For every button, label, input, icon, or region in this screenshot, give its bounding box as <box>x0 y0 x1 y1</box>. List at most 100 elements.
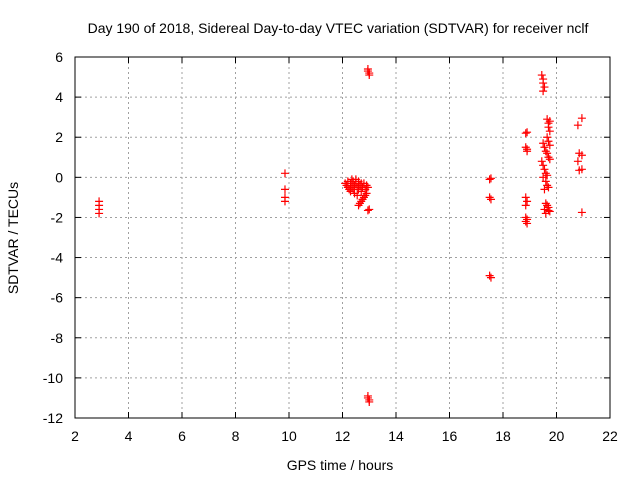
data-point <box>485 175 494 184</box>
data-point <box>523 147 532 156</box>
data-point <box>486 273 495 282</box>
data-point <box>521 129 530 138</box>
data-point <box>539 139 548 148</box>
data-point <box>280 197 289 206</box>
x-tick-label: 20 <box>549 428 565 444</box>
data-point <box>543 181 552 190</box>
data-point <box>365 205 374 214</box>
data-point <box>540 165 549 174</box>
data-point <box>541 199 550 208</box>
data-point <box>363 183 372 192</box>
data-point <box>545 207 554 216</box>
y-tick-label: -8 <box>51 330 64 346</box>
data-point <box>577 208 586 217</box>
data-point <box>359 193 368 202</box>
axis-ticks: 2 4 6 8 10 12 14 16 18 20 22 -12 -10 -8 -6 -4 -2 0 2 4 6 <box>43 49 618 444</box>
data-point <box>540 83 549 92</box>
data-point <box>537 157 546 166</box>
data-point <box>577 165 586 174</box>
data-point <box>539 161 548 170</box>
data-point <box>363 67 372 76</box>
data-point <box>361 191 370 200</box>
data-point <box>363 393 372 402</box>
data-point <box>545 141 554 150</box>
data-point <box>523 128 532 137</box>
data-point <box>357 187 366 196</box>
data-point <box>540 143 549 152</box>
x-tick-label: 6 <box>178 428 186 444</box>
data-point <box>280 185 289 194</box>
data-point <box>521 193 530 202</box>
x-tick-label: 14 <box>388 428 404 444</box>
data-point <box>539 79 548 88</box>
data-point <box>353 191 362 200</box>
data-point <box>485 193 494 202</box>
x-tick-label: 18 <box>495 428 511 444</box>
data-point <box>362 189 371 198</box>
y-tick-label: -2 <box>51 209 64 225</box>
y-tick-label: 0 <box>55 169 63 185</box>
x-tick-label: 4 <box>125 428 133 444</box>
data-point <box>280 169 289 178</box>
grid <box>75 57 610 418</box>
x-tick-label: 22 <box>602 428 618 444</box>
data-point <box>545 117 554 126</box>
data-point <box>358 195 367 204</box>
data-point <box>543 201 552 210</box>
x-tick-label: 10 <box>281 428 297 444</box>
data-point <box>521 143 530 152</box>
data-point <box>365 71 374 80</box>
chart-title: Day 190 of 2018, Sidereal Day-to-day VTE… <box>88 20 589 36</box>
data-point <box>354 201 363 210</box>
data-point <box>485 271 494 280</box>
data-point <box>363 206 372 215</box>
data-point <box>573 121 582 130</box>
data-point <box>539 173 548 182</box>
data-point <box>540 205 549 214</box>
y-tick-label: 4 <box>55 89 63 105</box>
y-axis-label: SDTVAR / TECUs <box>5 182 21 294</box>
data-point <box>486 195 495 204</box>
data-point <box>365 397 374 406</box>
x-tick-label: 12 <box>335 428 351 444</box>
y-tick-label: -4 <box>51 250 64 266</box>
data-point <box>543 149 552 158</box>
y-tick-label: 2 <box>55 129 63 145</box>
data-point <box>357 197 366 206</box>
data-point <box>577 114 586 123</box>
data-point <box>540 185 549 194</box>
data-point <box>95 209 104 218</box>
data-point <box>523 219 532 228</box>
data-point <box>544 137 553 146</box>
data-points <box>95 65 586 406</box>
data-point <box>521 201 530 210</box>
x-tick-label: 8 <box>232 428 240 444</box>
data-point <box>543 133 552 142</box>
data-point <box>521 217 530 226</box>
data-point <box>362 181 371 190</box>
data-point <box>342 181 351 190</box>
y-tick-label: -12 <box>43 410 63 426</box>
data-point <box>537 71 546 80</box>
data-point <box>577 151 586 160</box>
data-point <box>355 199 364 208</box>
data-point <box>545 155 554 164</box>
data-point <box>544 206 553 215</box>
x-axis-label: GPS time / hours <box>287 457 394 473</box>
data-point <box>544 123 553 132</box>
data-point <box>544 153 553 162</box>
data-point <box>573 157 582 166</box>
y-tick-label: -6 <box>51 290 64 306</box>
data-point <box>541 177 550 186</box>
data-point <box>543 171 552 180</box>
data-point <box>539 87 548 96</box>
data-point <box>523 197 532 206</box>
y-tick-label: -10 <box>43 370 63 386</box>
x-tick-label: 16 <box>442 428 458 444</box>
x-tick-label: 2 <box>71 428 79 444</box>
y-tick-label: 6 <box>55 49 63 65</box>
data-point <box>486 174 495 183</box>
data-point <box>545 127 554 136</box>
data-point <box>541 147 550 156</box>
